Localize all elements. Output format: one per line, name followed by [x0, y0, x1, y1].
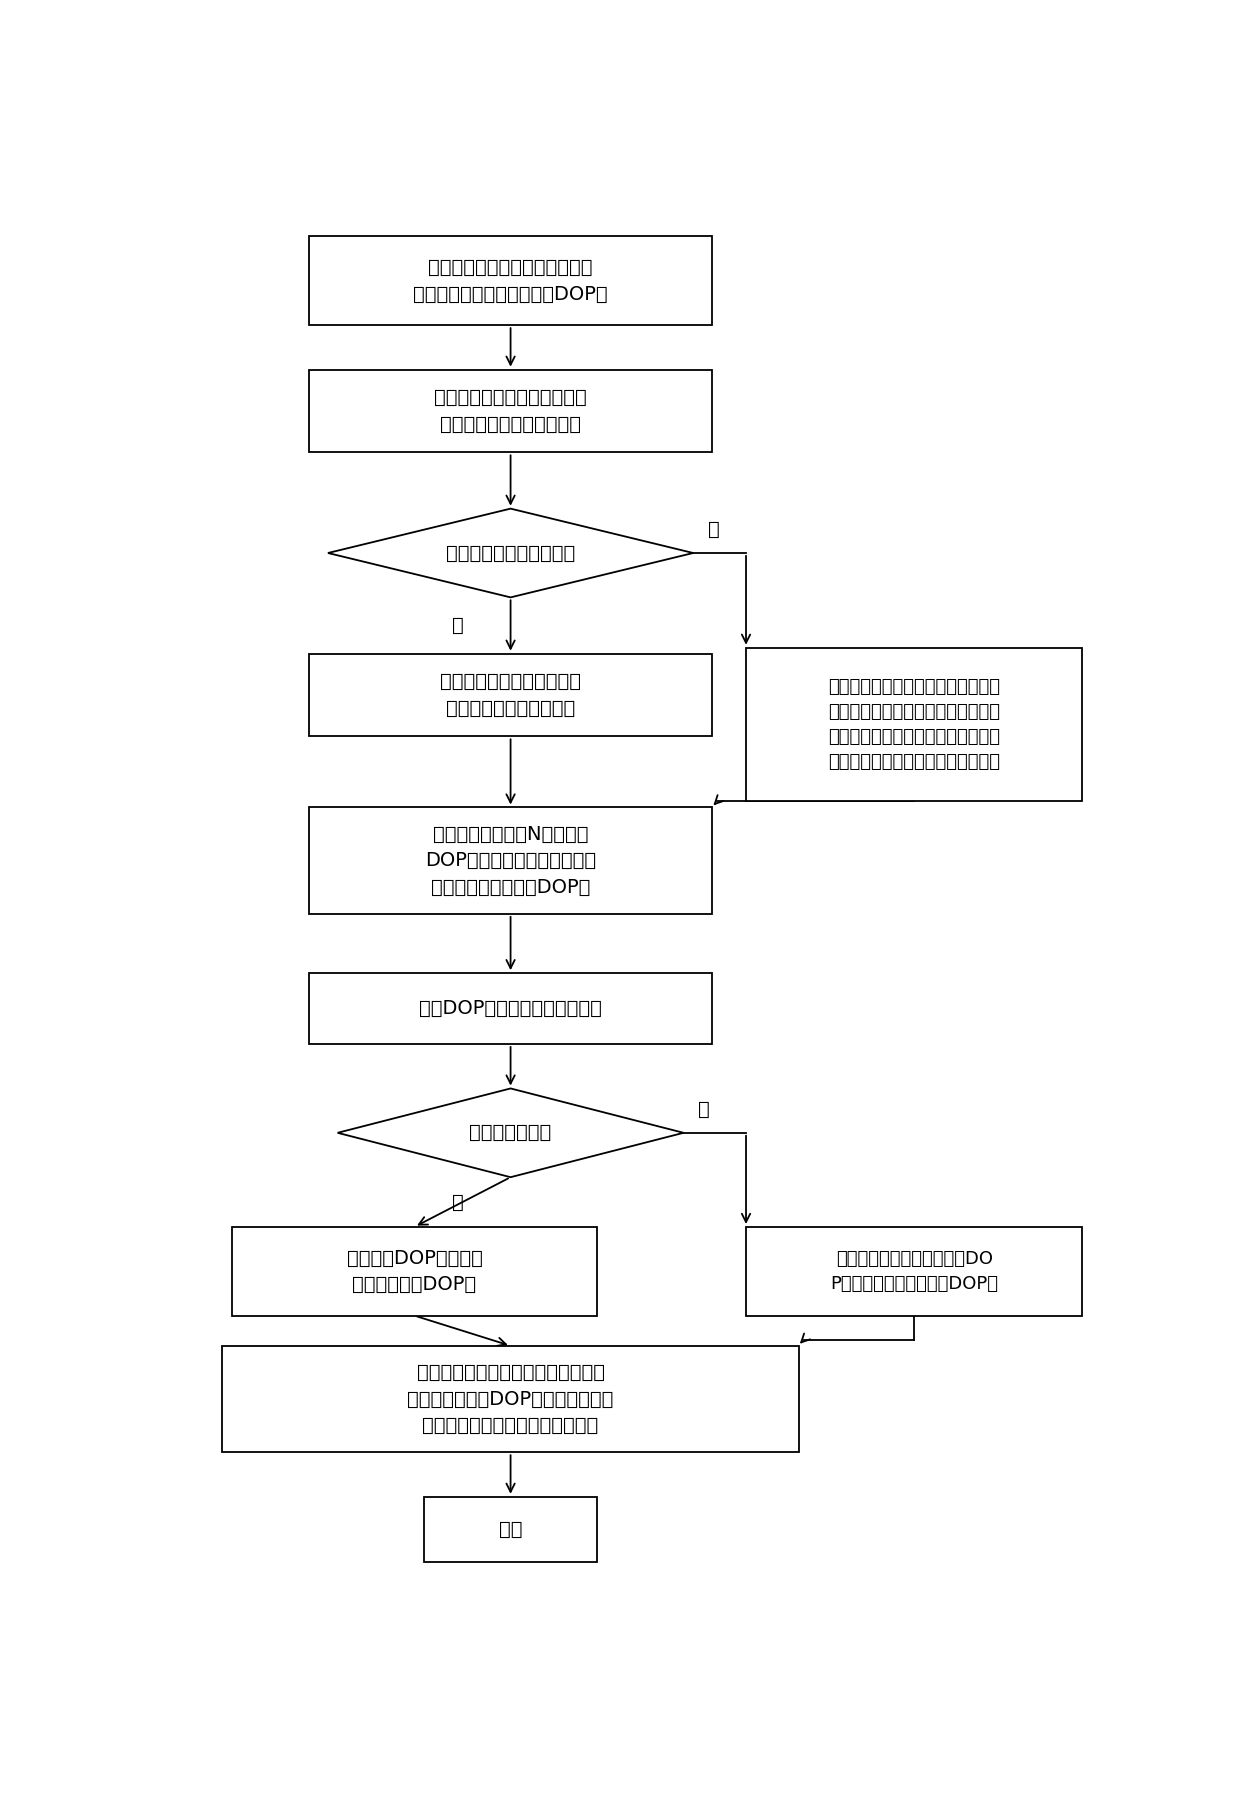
Polygon shape — [337, 1088, 683, 1178]
Text: 否: 否 — [708, 520, 719, 539]
Bar — [232, 1226, 596, 1316]
Text: 对上一历元的对流层的先验信息和当
前历元对流层的DOP值进行实时序贯
最小二乘计算，得到实时卫星钟差: 对上一历元的对流层的先验信息和当 前历元对流层的DOP值进行实时序贯 最小二乘计… — [408, 1363, 614, 1435]
Text: 所有测站数据均为连续值: 所有测站数据均为连续值 — [446, 543, 575, 563]
Text: 获取上一历元的对流层的先验信
息及当前历元对流层的实测DOP值: 获取上一历元的对流层的先验信 息及当前历元对流层的实测DOP值 — [413, 259, 608, 304]
Text: 是: 是 — [451, 1192, 464, 1212]
Bar — [309, 237, 712, 325]
Text: 采用当前历元对流层的实测DO
P值为当前历元对流层的DOP值: 采用当前历元对流层的实测DO P值为当前历元对流层的DOP值 — [831, 1250, 998, 1293]
Polygon shape — [327, 509, 693, 597]
Text: 采用预测DOP值为当前
历元对流层的DOP值: 采用预测DOP值为当前 历元对流层的DOP值 — [346, 1248, 482, 1295]
Bar — [746, 647, 1083, 802]
Text: 否: 否 — [698, 1100, 709, 1118]
Text: 比率大于约束值: 比率大于约束值 — [470, 1124, 552, 1142]
Text: 计算DOP预测值和实测值的比率: 计算DOP预测值和实测值的比率 — [419, 1000, 601, 1018]
Bar — [746, 1226, 1083, 1316]
Text: 当前对流层先验信息为上一
历元的对流层的先验信息: 当前对流层先验信息为上一 历元的对流层的先验信息 — [440, 672, 582, 717]
Text: 搜索当前历元前的N个历元的
DOP值信息，构建线性图表，
预报当前历元的预测DOP值: 搜索当前历元前的N个历元的 DOP值信息，构建线性图表， 预报当前历元的预测DO… — [425, 825, 596, 897]
Bar — [309, 654, 712, 737]
Text: 结束: 结束 — [498, 1519, 522, 1539]
Bar — [309, 973, 712, 1045]
Bar — [309, 807, 712, 913]
Bar — [222, 1347, 799, 1453]
Bar — [424, 1496, 598, 1562]
Bar — [309, 370, 712, 453]
Text: 当前测站向前搜索新对流层参数的先
验信息，所有的新对流层参数的先验
信息与没有数据中断的测站数据结合
，构成上一历元的对流层的先验信息: 当前测站向前搜索新对流层参数的先 验信息，所有的新对流层参数的先验 信息与没有数… — [828, 678, 1001, 771]
Text: 是: 是 — [451, 617, 464, 635]
Text: 检测上一历元的对流层的先验
信息所涉及的所有测站数据: 检测上一历元的对流层的先验 信息所涉及的所有测站数据 — [434, 388, 587, 433]
